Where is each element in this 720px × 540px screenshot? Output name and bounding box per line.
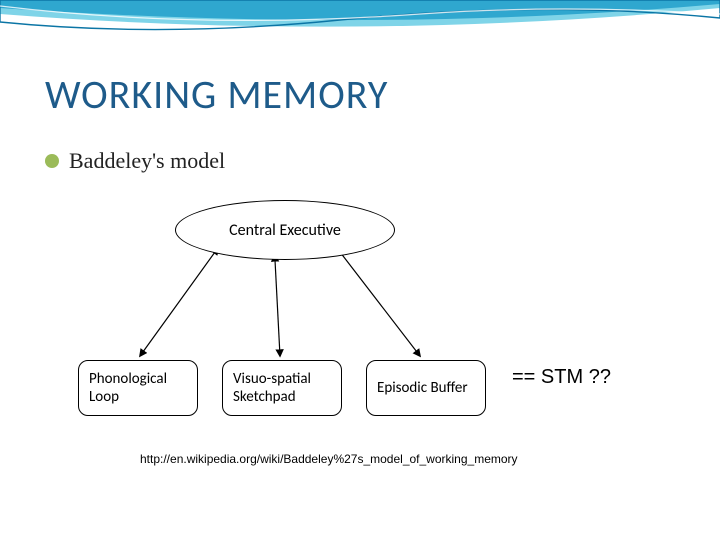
stm-annotation: == STM ?? (512, 366, 611, 389)
working-memory-diagram: Central Executive Phonological Loop Visuo… (70, 200, 500, 440)
central-executive-node: Central Executive (175, 200, 395, 260)
diagram-node-phon: Phonological Loop (78, 360, 198, 416)
bullet-icon (45, 154, 59, 168)
source-url: http://en.wikipedia.org/wiki/Baddeley%27… (140, 452, 518, 466)
diagram-node-epi: Episodic Buffer (366, 360, 486, 416)
slide-title: WORKING MEMORY (45, 70, 388, 119)
bullet-text: Baddeley's model (69, 148, 225, 174)
diagram-node-visuo: Visuo-spatial Sketchpad (222, 360, 342, 416)
slide-top-decoration (0, 0, 720, 42)
bullet-item: Baddeley's model (45, 148, 225, 174)
